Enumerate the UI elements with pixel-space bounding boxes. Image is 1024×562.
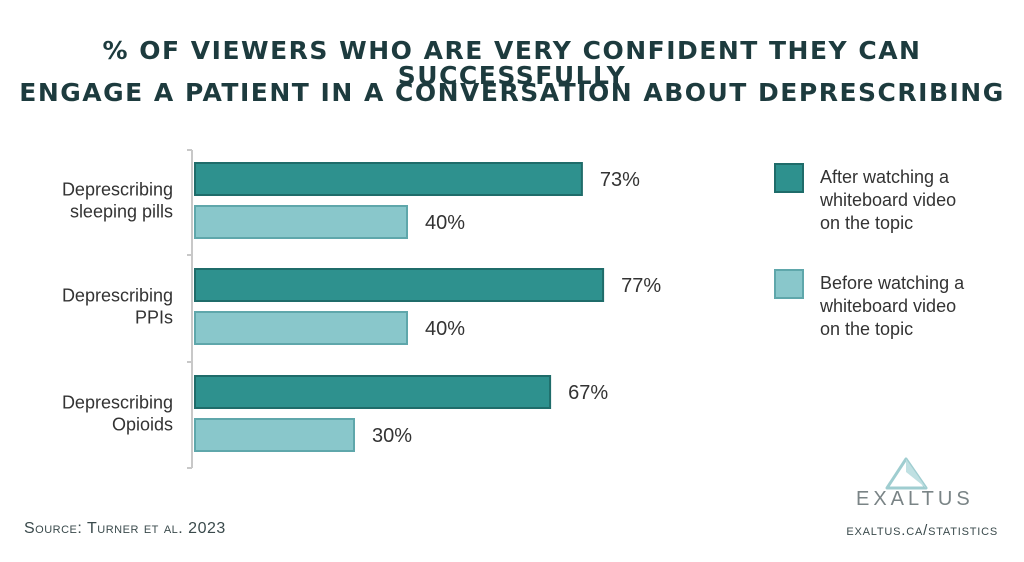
legend-label: whiteboard video [819,190,956,210]
category-label: Deprescribing [62,180,173,200]
bar-after [194,375,552,409]
legend-label: on the topic [820,213,913,233]
category-label: PPIs [135,308,173,328]
source-citation: Source: Turner et al. 2023 [24,520,226,537]
bar-before [194,418,355,452]
category-label: Deprescribing [62,393,173,413]
bar-before [194,311,408,345]
legend-swatch-after [774,163,804,193]
source-url: exaltus.ca/statistics [846,522,998,539]
data-label: 77% [621,275,661,297]
legend-swatch-before [774,269,804,299]
bar-after [194,162,583,196]
legend-label: whiteboard video [819,296,956,316]
bar-before [194,205,408,239]
logo-wordmark: EXALTUS [856,488,974,510]
chart-title-line-2: engage a patient in a conversation about… [19,78,1005,107]
category-label: sleeping pills [70,202,173,222]
bar-after [194,268,605,302]
legend-label: on the topic [820,319,913,339]
data-label: 67% [568,382,608,404]
data-label: 40% [425,212,465,234]
category-label: Deprescribing [62,286,173,306]
data-label: 40% [425,318,465,340]
legend-label: After watching a [820,167,950,187]
legend-label: Before watching a [820,273,965,293]
data-label: 73% [600,169,640,191]
mountain-peak-shade [906,459,926,488]
chart-title-line-1: % of viewers who are very confident they… [102,36,922,90]
category-label: Opioids [112,415,173,435]
data-label: 30% [372,425,412,447]
